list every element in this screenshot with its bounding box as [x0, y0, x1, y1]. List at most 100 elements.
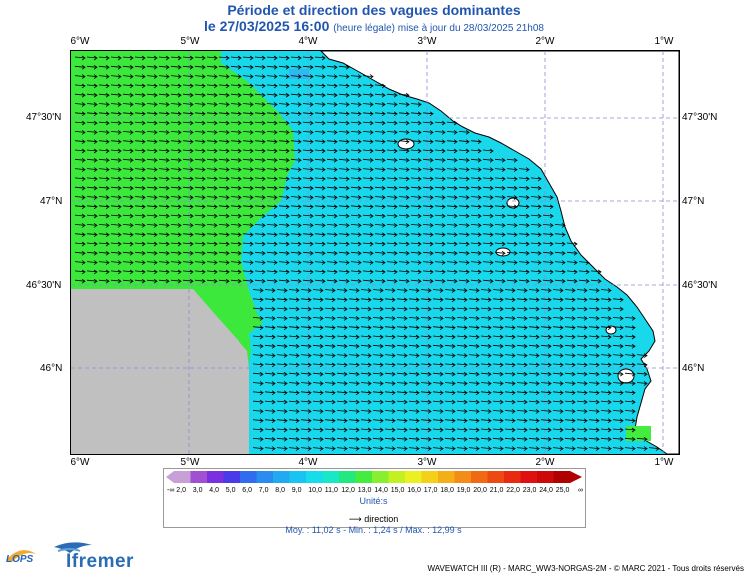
wave-direction-arrow: [98, 64, 110, 70]
wave-direction-arrow: [360, 409, 372, 414]
wave-direction-arrow: [588, 446, 600, 451]
wave-direction-arrow: [264, 390, 276, 396]
wave-direction-arrow: [288, 409, 300, 414]
wave-direction-arrow: [74, 232, 86, 238]
wave-direction-arrow: [396, 436, 408, 442]
wave-direction-arrow: [576, 288, 588, 293]
wave-direction-arrow: [252, 343, 264, 349]
wave-direction-arrow: [266, 120, 278, 126]
wave-direction-arrow: [338, 250, 350, 256]
wave-direction-arrow: [446, 204, 458, 210]
wave-direction-arrow: [290, 83, 302, 89]
wave-direction-arrow: [194, 139, 206, 145]
wave-direction-arrow: [420, 399, 432, 405]
wave-direction-arrow: [264, 362, 276, 368]
wave-direction-arrow: [456, 390, 468, 396]
wave-direction-arrow: [576, 436, 588, 442]
wave-direction-arrow: [434, 250, 446, 256]
wave-direction-arrow: [98, 250, 110, 256]
wave-direction-arrow: [422, 130, 434, 135]
wave-direction-arrow: [398, 120, 410, 126]
wave-direction-arrow: [170, 111, 182, 117]
wave-direction-arrow: [86, 260, 98, 265]
color-scale-swatch: [454, 471, 472, 483]
wave-direction-arrow: [146, 260, 158, 265]
wave-direction-arrow: [146, 139, 158, 145]
wave-direction-arrow: [302, 185, 314, 191]
wave-direction-arrow: [480, 427, 492, 433]
wave-direction-arrow: [230, 83, 242, 89]
wave-direction-arrow: [360, 446, 372, 451]
wave-direction-arrow: [470, 148, 482, 154]
wave-direction-arrow: [494, 260, 506, 265]
wave-direction-arrow: [468, 371, 480, 377]
wave-direction-arrow: [300, 334, 312, 340]
wave-direction-arrow: [264, 334, 276, 340]
wave-direction-arrow: [254, 83, 266, 89]
wave-direction-arrow: [288, 353, 300, 358]
wave-direction-arrow: [600, 316, 612, 321]
wave-direction-arrow: [206, 64, 218, 70]
wave-direction-arrow: [410, 139, 422, 145]
wave-direction-arrow: [230, 204, 242, 210]
wave-direction-arrow: [578, 260, 590, 265]
wave-direction-arrow: [384, 334, 396, 340]
wave-direction-arrow: [252, 353, 264, 358]
wave-direction-arrow: [396, 381, 408, 386]
wave-direction-arrow: [444, 446, 456, 451]
wave-direction-arrow: [158, 64, 170, 70]
wave-direction-arrow: [278, 64, 290, 70]
wave-direction-arrow: [420, 427, 432, 433]
wave-direction-arrow: [504, 334, 516, 340]
wave-direction-arrow: [494, 250, 506, 256]
wave-direction-arrow: [218, 55, 230, 61]
wave-direction-arrow: [384, 362, 396, 368]
wave-direction-arrow: [122, 241, 134, 247]
wave-direction-arrow: [242, 250, 254, 256]
wave-direction-arrow: [98, 232, 110, 238]
wave-direction-arrow: [494, 223, 506, 228]
wave-direction-arrow: [374, 83, 386, 89]
wave-direction-arrow: [252, 446, 264, 451]
wave-direction-arrow: [146, 167, 158, 172]
wave-direction-arrow: [290, 185, 302, 191]
wave-direction-arrow: [98, 176, 110, 182]
wave-direction-arrow: [398, 92, 410, 98]
wave-direction-arrow: [384, 381, 396, 386]
wave-direction-arrow: [110, 148, 122, 154]
wave-direction-arrow: [564, 343, 576, 349]
wave-direction-arrow: [444, 288, 456, 293]
wave-direction-arrow: [326, 157, 338, 163]
wave-direction-arrow: [384, 288, 396, 293]
wave-direction-arrow: [398, 204, 410, 210]
wave-direction-arrow: [324, 390, 336, 396]
wave-direction-arrow: [276, 427, 288, 433]
wave-direction-arrow: [444, 390, 456, 396]
wave-direction-arrow: [492, 390, 504, 396]
wave-direction-arrow: [122, 139, 134, 145]
wave-direction-arrow: [336, 409, 348, 414]
wave-direction-arrow: [230, 148, 242, 154]
wave-direction-arrow: [468, 306, 480, 312]
wave-direction-arrow: [86, 102, 98, 107]
color-scale-swatch: [537, 471, 554, 483]
wave-direction-arrow: [182, 241, 194, 247]
wave-direction-arrow: [110, 176, 122, 182]
wave-direction-arrow: [552, 334, 564, 340]
wave-direction-arrow: [434, 120, 446, 126]
wave-direction-arrow: [362, 92, 374, 98]
wave-direction-arrow: [122, 111, 134, 117]
wave-direction-arrow: [338, 102, 350, 107]
wave-direction-arrow: [252, 297, 264, 303]
wave-direction-arrow: [170, 223, 182, 228]
wave-direction-arrow: [456, 288, 468, 293]
wave-direction-arrow: [338, 223, 350, 228]
wave-direction-arrow: [552, 427, 564, 433]
wave-direction-arrow: [264, 409, 276, 414]
wave-direction-arrow: [470, 185, 482, 191]
wave-direction-arrow: [252, 399, 264, 405]
direction-label: direction: [364, 514, 399, 524]
wave-direction-arrow: [518, 176, 530, 182]
wave-direction-arrow: [146, 195, 158, 200]
wave-direction-arrow: [264, 316, 276, 321]
